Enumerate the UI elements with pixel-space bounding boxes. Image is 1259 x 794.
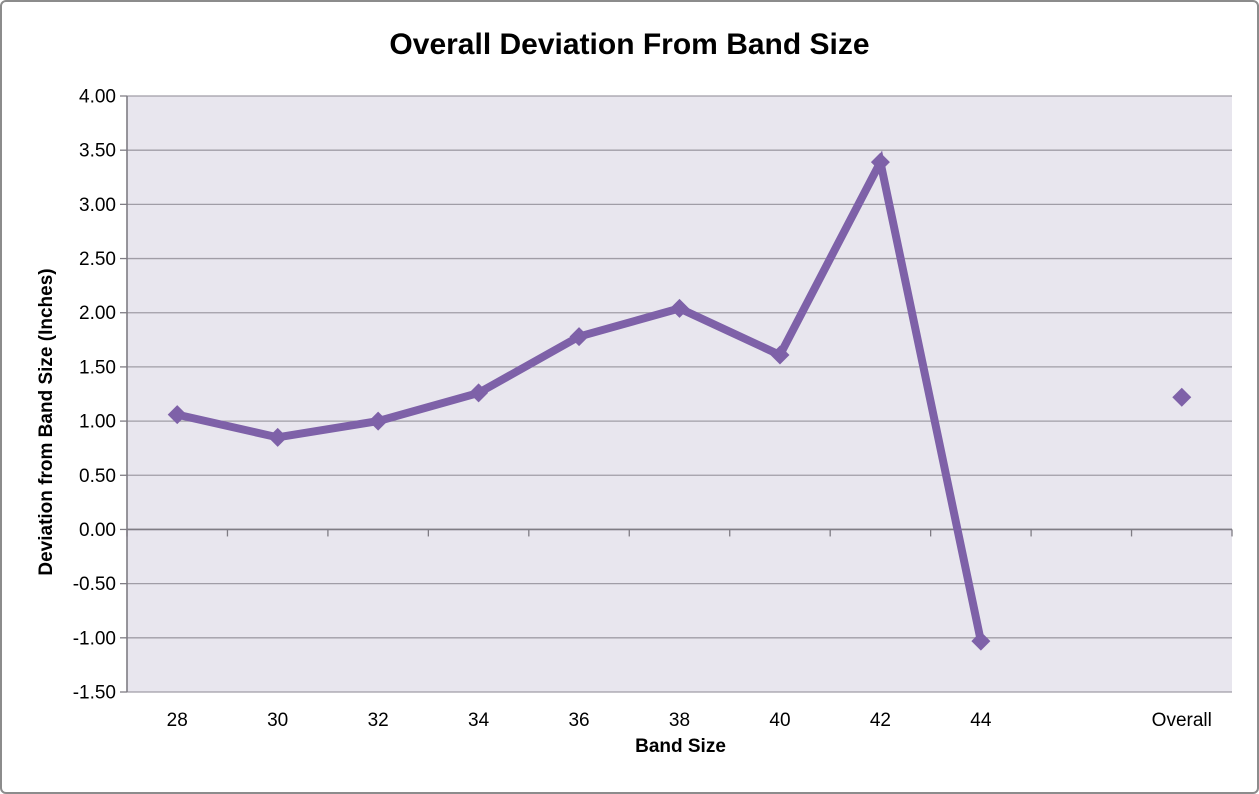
y-tick-label: -1.00 [73,628,116,649]
data-point-marker [770,345,790,365]
x-axis-title: Band Size [635,736,726,757]
y-tick-label: 3.00 [79,195,116,216]
plot-background [127,96,1232,692]
x-tick-label: 40 [769,710,790,731]
x-tick-label: 34 [468,710,490,731]
data-point-marker [670,298,689,318]
chart-title: Overall Deviation From Band Size [389,28,870,61]
data-point-marker [469,383,489,403]
y-tick-label: 0.50 [79,466,116,487]
y-tick-label: 3.50 [79,141,116,162]
x-tick-label: 44 [970,710,992,731]
data-point-marker [870,152,890,172]
y-tick-label: 4.00 [79,87,116,108]
y-tick-label: 2.00 [79,303,116,324]
data-point-marker [569,327,589,347]
y-axis-title: Deviation from Band Size (Inches) [36,268,57,576]
x-tick-label: 32 [368,710,389,731]
x-tick-label: 42 [870,710,891,731]
x-tick-label: 38 [669,710,690,731]
x-tick-label: Overall [1152,710,1212,731]
data-point-marker [268,427,288,447]
data-point-marker [971,631,991,651]
y-tick-label: 2.50 [79,249,116,270]
data-point-marker [167,405,187,425]
x-tick-label: 30 [267,710,288,731]
y-tick-label: 0.00 [79,520,116,541]
y-tick-label: -1.50 [73,683,116,704]
x-tick-label: 36 [568,710,589,731]
y-tick-label: 1.00 [79,412,116,433]
x-tick-label: 28 [167,710,188,731]
data-point-marker [368,411,388,431]
data-point-marker [1172,387,1192,407]
y-tick-label: 1.50 [79,357,116,378]
y-tick-label: -0.50 [73,574,116,595]
